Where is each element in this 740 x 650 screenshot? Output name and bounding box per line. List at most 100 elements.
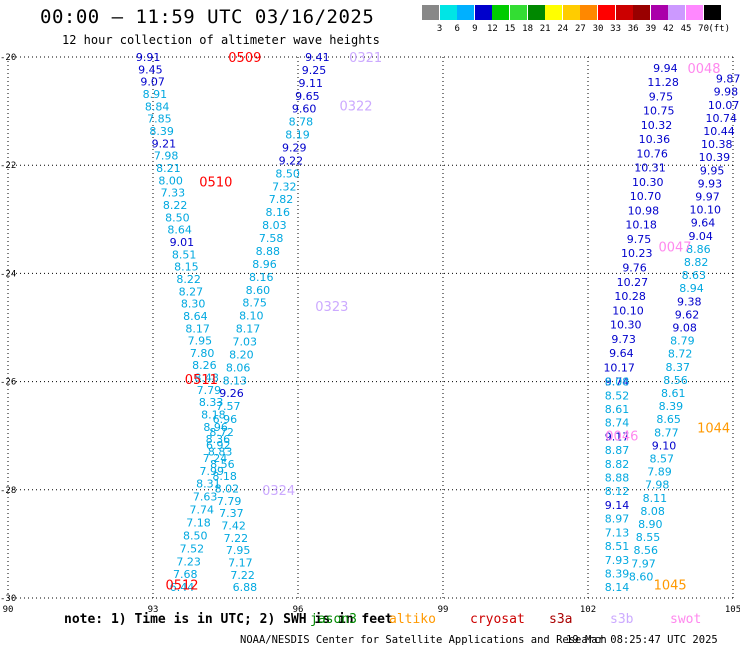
wave-height-value: 8.55 bbox=[636, 531, 661, 544]
wave-height-value: 7.68 bbox=[173, 568, 198, 581]
pass-label: 1045 bbox=[654, 578, 687, 593]
color-swatch bbox=[598, 5, 615, 20]
wave-height-value: 9.45 bbox=[138, 63, 163, 76]
color-swatch bbox=[668, 5, 686, 20]
wave-height-value: 8.16 bbox=[249, 271, 274, 284]
wave-height-value: 8.64 bbox=[183, 310, 208, 323]
wave-height-value: 8.22 bbox=[163, 199, 188, 212]
wave-height-value: 8.96 bbox=[252, 258, 277, 271]
color-swatch bbox=[439, 5, 457, 20]
wave-height-value: 8.48 bbox=[194, 372, 219, 385]
wave-height-value: 9.25 bbox=[302, 64, 327, 77]
pass-label: 0510 bbox=[199, 175, 232, 190]
pass-label: 1044 bbox=[697, 422, 730, 437]
wave-height-value: 8.51 bbox=[605, 540, 630, 553]
pass-label: 0511 bbox=[185, 373, 218, 388]
wave-height-value: 10.07 bbox=[708, 99, 740, 112]
wave-height-value: 8.06 bbox=[226, 361, 251, 374]
wave-height-value: 8.26 bbox=[192, 359, 217, 372]
pass-label: 0509 bbox=[228, 51, 261, 66]
lat-tick-label: -26 bbox=[0, 378, 16, 388]
wave-height-value: 8.39 bbox=[605, 567, 630, 580]
wave-height-value: 7.57 bbox=[216, 400, 241, 413]
wave-height-value: 7.58 bbox=[259, 232, 284, 245]
wave-height-value: 9.17 bbox=[605, 430, 630, 443]
wave-height-value: 8.57 bbox=[650, 452, 675, 465]
color-swatch bbox=[686, 5, 703, 20]
wave-height-value: 8.94 bbox=[679, 282, 704, 295]
wave-height-value: 8.61 bbox=[661, 387, 686, 400]
wave-height-value: 10.39 bbox=[699, 151, 731, 164]
wave-height-value: 8.60 bbox=[629, 570, 654, 583]
wave-height-value: 9.04 bbox=[688, 230, 713, 243]
wave-height-value: 8.17 bbox=[185, 322, 210, 335]
color-scale-label: 39 bbox=[645, 24, 657, 34]
wave-height-value: 10.36 bbox=[639, 133, 671, 146]
lat-tick-label: -30 bbox=[0, 594, 16, 604]
wave-height-value: 10.17 bbox=[603, 361, 635, 374]
wave-height-value: 10.10 bbox=[690, 204, 722, 217]
wave-height-value: 10.76 bbox=[636, 147, 668, 160]
wave-height-value: 8.50 bbox=[275, 167, 300, 180]
pass-label: 0512 bbox=[165, 578, 198, 593]
satellite-legend-item: s3b bbox=[610, 612, 634, 627]
pass-label: 0322 bbox=[339, 100, 372, 115]
wave-height-value: 8.97 bbox=[605, 513, 630, 526]
wave-height-value: 9.97 bbox=[695, 191, 720, 204]
wave-height-value: 7.85 bbox=[147, 113, 172, 126]
wave-height-value: 7.42 bbox=[221, 520, 246, 533]
wave-height-value: 9.64 bbox=[609, 347, 634, 360]
wave-height-value: 8.08 bbox=[640, 505, 665, 518]
color-scale-label: 36 bbox=[627, 24, 639, 34]
wave-height-value: 7.23 bbox=[176, 555, 201, 568]
timestamp-text: 19 Mar 08:25:47 UTC 2025 bbox=[566, 634, 718, 646]
wave-height-value: 8.88 bbox=[256, 245, 281, 258]
wave-height-value: 7.79 bbox=[197, 384, 222, 397]
wave-height-value: 7.32 bbox=[272, 180, 297, 193]
wave-height-value: 8.90 bbox=[638, 518, 663, 531]
color-scale-label: 6 bbox=[454, 24, 460, 34]
satellite-legend-item: jason3 bbox=[310, 612, 357, 627]
wave-height-value: 8.64 bbox=[167, 224, 192, 237]
pass-label: 0321 bbox=[349, 51, 382, 66]
wave-height-value: 9.75 bbox=[649, 90, 674, 103]
wave-height-value: 8.12 bbox=[605, 485, 630, 498]
color-scale-label: 18 bbox=[522, 24, 534, 34]
wave-height-value: 8.51 bbox=[172, 248, 197, 261]
wave-height-value: 9.41 bbox=[305, 51, 330, 64]
wave-height-value: 7.63 bbox=[193, 491, 218, 504]
wave-height-value: 9.93 bbox=[698, 177, 723, 190]
wave-height-value: 7.89 bbox=[647, 466, 672, 479]
wave-height-value: 8.50 bbox=[165, 211, 190, 224]
wave-height-value: 8.02 bbox=[215, 483, 240, 496]
color-scale-label: 15 bbox=[504, 24, 516, 34]
wave-height-value: 8.63 bbox=[682, 269, 707, 282]
wave-height-value: 8.08 bbox=[605, 376, 630, 389]
wave-height-value: 10.27 bbox=[617, 276, 649, 289]
satellite-legend-item: altiko bbox=[389, 612, 436, 627]
wave-height-value: 8.60 bbox=[246, 284, 271, 297]
wave-height-value: 11.28 bbox=[647, 76, 679, 89]
wave-height-value: 9.08 bbox=[672, 322, 697, 335]
wave-height-value: 9.26 bbox=[219, 387, 244, 400]
wave-height-value: 7.93 bbox=[605, 554, 630, 567]
wave-height-value: 8.18 bbox=[212, 470, 237, 483]
wave-height-value: 10.30 bbox=[610, 319, 642, 332]
wave-height-value: 10.30 bbox=[632, 176, 664, 189]
lon-tick-label: 99 bbox=[438, 605, 449, 615]
color-swatch bbox=[562, 5, 580, 20]
wave-height-value: 7.74 bbox=[190, 504, 215, 517]
wave-height-value: 8.74 bbox=[605, 417, 630, 430]
wave-height-value: 8.96 bbox=[203, 421, 228, 434]
lat-tick-label: -28 bbox=[0, 486, 16, 496]
color-swatch bbox=[633, 5, 651, 20]
wave-height-value: 9.14 bbox=[605, 499, 630, 512]
wave-height-value: 7.22 bbox=[230, 569, 255, 582]
color-swatch bbox=[492, 5, 510, 20]
wave-height-value: 8.84 bbox=[145, 100, 170, 113]
wave-height-value: 7.37 bbox=[219, 507, 244, 520]
wave-height-value: 8.65 bbox=[656, 413, 681, 426]
wave-height-value: 7.97 bbox=[631, 557, 656, 570]
wave-height-value: 8.18 bbox=[201, 409, 226, 422]
wave-height-value: 8.03 bbox=[262, 219, 287, 232]
